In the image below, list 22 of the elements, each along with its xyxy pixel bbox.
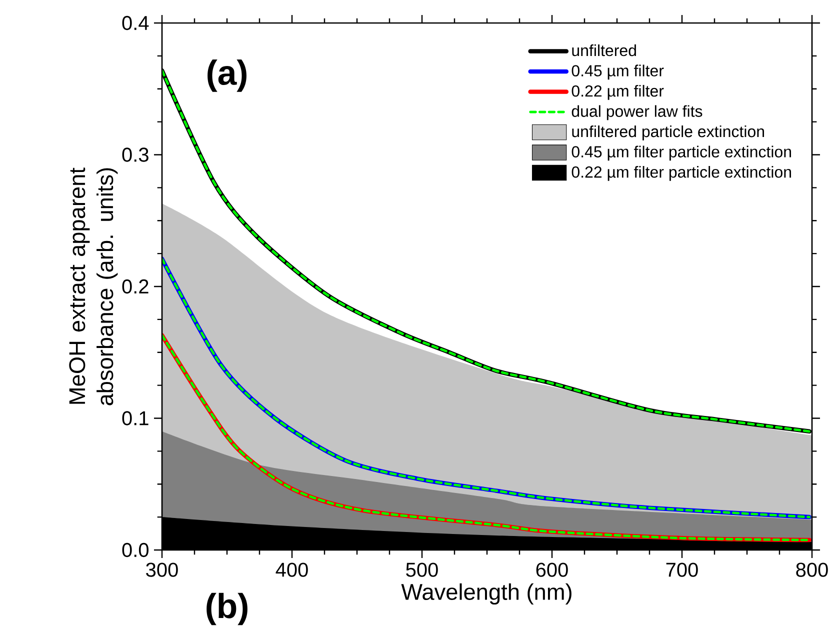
- y-tick-label: 0.0: [122, 542, 148, 558]
- legend-label: 0.45 µm filter: [572, 64, 664, 80]
- x-tick-label: 300: [146, 562, 178, 577]
- legend-label: 0.22 µm filter: [572, 84, 664, 100]
- x-tick-label: 400: [276, 562, 308, 577]
- annotation: (a): [208, 60, 246, 92]
- legend-label: 0.45 µm filter particle extinction: [572, 146, 791, 161]
- legend-label: dual power law fits: [572, 105, 702, 120]
- y-tick-label: 0.1: [122, 411, 148, 426]
- x-tick-label: 800: [796, 562, 828, 577]
- x-tick-label: 700: [666, 562, 698, 577]
- text: (b): [206, 592, 248, 626]
- y-tick-label: 0.2: [122, 279, 148, 294]
- legend-label: 0.22 µm filter particle extinction: [572, 166, 791, 181]
- y-tick-label: 0.4: [122, 16, 149, 30]
- legend-label: unfiltered: [572, 44, 636, 56]
- y-axis-title: MeOH extract apparent absorbance (arb. units): [69, 168, 118, 406]
- x-tick-label: 600: [536, 562, 568, 577]
- x-tick-label: 500: [406, 562, 438, 577]
- x-axis-title: Wavelength (nm): [401, 583, 572, 604]
- legend-label: unfiltered particle extinction: [572, 125, 764, 140]
- y-tick-label: 0.3: [122, 148, 148, 162]
